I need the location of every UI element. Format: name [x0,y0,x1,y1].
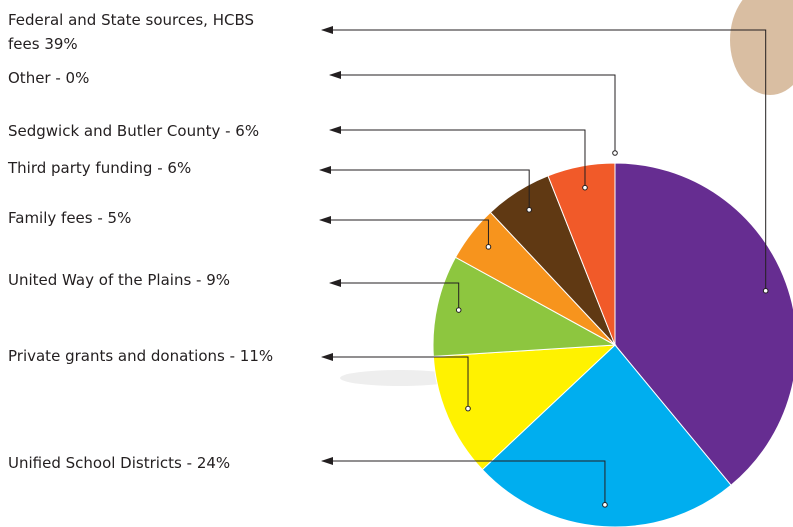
leader-line [329,126,586,188]
slice-label: Private grants and donations - 11% [8,347,274,365]
leader-dot [455,307,462,313]
slice-label: Other - 0% [8,69,90,87]
decoration [340,370,460,386]
leader-dot [485,244,492,250]
leader-dot [526,206,532,213]
leader-dot [762,287,769,294]
slice-label: United Way of the Plains - 9% [8,271,231,289]
pie-slice [614,162,793,486]
leader-line [321,353,469,409]
leader-dot [582,184,588,191]
leader-dot [602,502,608,508]
pie-slice [432,256,617,357]
leader-line [329,279,460,311]
slice-label: Sedgwick and Butler County - 6% [8,122,260,140]
leader-dot [612,150,618,156]
slice-label: Third party funding - 6% [8,159,192,177]
slice-label: Unified School Districts - 24% [8,454,231,472]
slice-label: Federal and State sources, HCBS fees 39% [8,11,255,53]
slice-label: Family fees - 5% [8,209,132,227]
decoration [730,0,793,95]
leader-line [321,26,767,291]
leader-line [329,71,616,153]
leader-dot [465,405,471,412]
leader-line [319,216,489,247]
leader-line [321,457,606,505]
pie-slice [432,344,617,471]
leader-line [319,166,530,210]
